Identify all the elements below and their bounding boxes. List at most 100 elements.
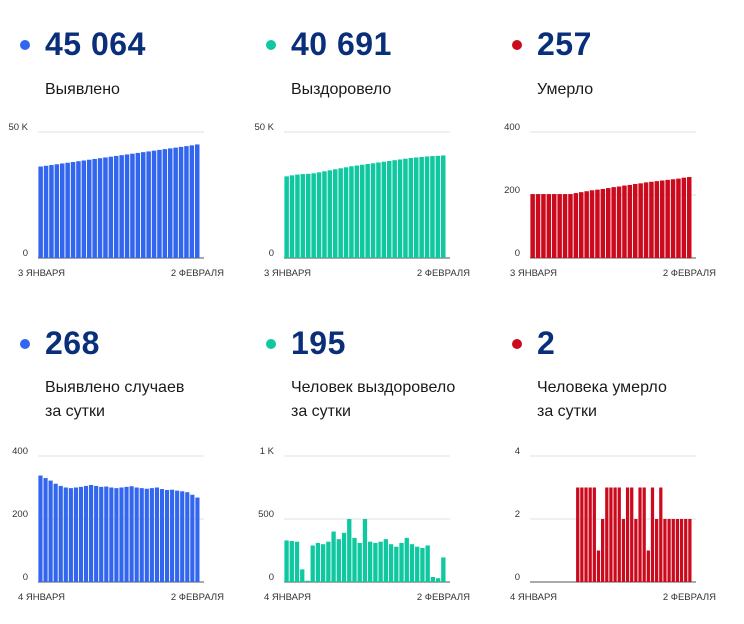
x-tick-label: 2 ФЕВРАЛЯ [663,268,716,279]
bar [403,158,408,258]
bar [617,487,621,582]
bar [76,161,81,258]
bar [580,487,584,582]
bar [144,488,149,582]
daily-recovered-number: 195 [291,325,346,361]
x-tick-label: 2 ФЕВРАЛЯ [417,592,470,603]
daily-recovered-chart: 0 500 1 K 4 ЯНВАРЯ 2 ФЕВРАЛЯ [258,446,470,603]
bar [688,519,692,582]
bar [149,488,154,582]
bar [430,156,435,258]
bar [370,163,376,258]
y-tick-label: 1 K [260,446,275,457]
bar [284,176,289,258]
bar [97,158,103,258]
bar [535,194,541,258]
bar [541,194,546,258]
bar [588,487,592,582]
total-recovered-label: Выздоровело [291,81,392,98]
bar [322,171,327,258]
bar [435,578,441,582]
bar [649,181,654,258]
bar [146,151,151,258]
daily-deaths-chart: 0 2 4 4 ЯНВАРЯ 2 ФЕВРАЛЯ [510,446,716,603]
bar [654,181,660,258]
y-tick-label: 200 [504,185,520,196]
bar [388,544,394,582]
bar [311,173,316,258]
bar [89,484,94,582]
y-tick-label: 0 [23,572,28,583]
bar [300,569,305,582]
bar [589,190,595,258]
bar [157,149,162,258]
bar [162,149,168,258]
x-tick-label: 4 ЯНВАРЯ [510,592,557,603]
bar [99,486,104,582]
bar [354,165,360,258]
bar [638,487,642,582]
total-recovered-number: 40 691 [291,26,392,62]
bar [667,519,671,582]
bar [552,194,557,258]
bar [684,519,688,582]
bar [633,183,638,258]
x-tick-label: 3 ЯНВАРЯ [18,268,65,279]
bar [659,487,663,582]
bar [53,483,58,582]
bar [184,146,189,258]
bar [404,537,409,582]
bar [546,194,552,258]
bar [383,539,389,582]
bar [665,179,670,258]
y-tick-label: 0 [269,572,274,583]
bar [376,162,381,258]
panel-total-cases: 45 064 Выявлено 0 50 K 3 ЯНВАРЯ 2 ФЕВРАЛЯ [0,0,246,300]
bar [609,487,613,582]
bar [94,485,99,582]
y-tick-label: 400 [504,122,520,133]
bar [60,163,65,258]
bar [622,185,627,258]
teal-dot-icon [266,339,276,349]
bar [124,154,130,258]
bar [663,519,667,582]
bar [114,488,119,582]
bar [681,177,687,258]
bar [173,147,178,258]
bar [378,541,383,582]
blue-dot-icon [20,339,30,349]
x-tick-label: 3 ЯНВАРЯ [510,268,557,279]
bar [646,550,650,582]
teal-dot-icon [266,40,276,50]
total-deaths-chart: 0 200 400 3 ЯНВАРЯ 2 ФЕВРАЛЯ [504,122,716,279]
bar [58,485,63,582]
daily-cases-number: 268 [45,325,100,361]
y-tick-label: 0 [515,248,520,259]
bar [119,487,124,582]
daily-cases-chart: 0 200 400 4 ЯНВАРЯ 2 ФЕВРАЛЯ [12,446,224,603]
bar [381,161,387,258]
total-recovered-chart: 0 50 K 3 ЯНВАРЯ 2 ФЕВРАЛЯ [254,122,470,279]
bar [327,170,333,258]
bar [63,487,68,582]
x-tick-label: 4 ЯНВАРЯ [18,592,65,603]
bar [530,194,535,258]
bar [336,539,341,582]
bar [357,542,362,582]
daily-recovered-label: Человек выздоровело за сутки [291,379,456,420]
bar [600,189,606,258]
bar [175,490,180,582]
bar [592,487,596,582]
bar [584,487,588,582]
bar [362,519,368,582]
bar [83,485,89,582]
daily-cases-label: Выявлено случаев за сутки [45,379,185,420]
bar [349,166,354,258]
blue-dot-icon [20,40,30,50]
x-tick-label: 2 ФЕВРАЛЯ [663,592,716,603]
bar [387,160,392,258]
bar [295,174,300,258]
bar [655,519,659,582]
bar [679,519,684,582]
